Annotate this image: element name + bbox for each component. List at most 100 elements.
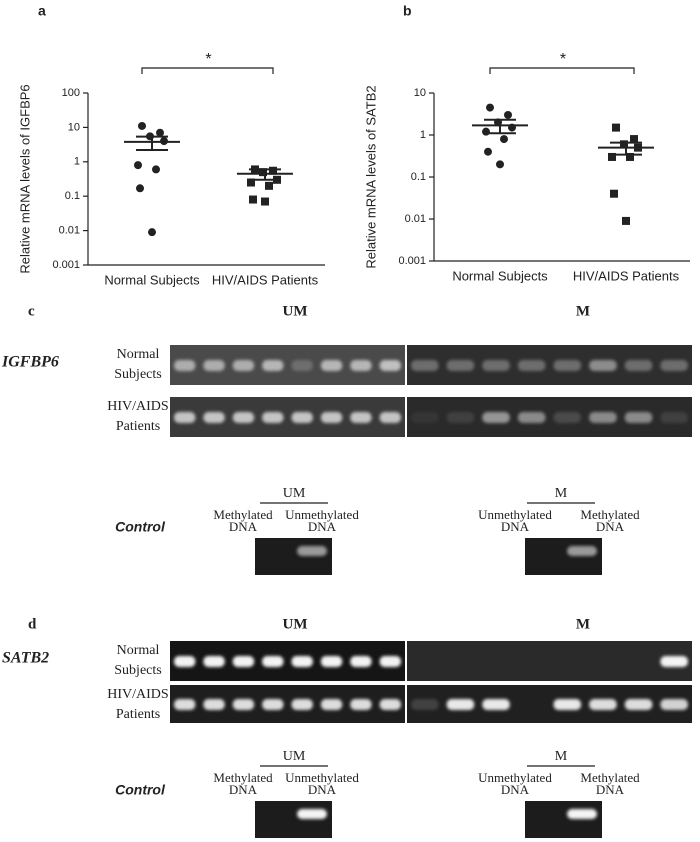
data-point — [265, 181, 273, 190]
gel-band — [291, 360, 313, 371]
gel-band — [291, 699, 313, 710]
gel-band — [350, 699, 372, 710]
gel-band — [624, 412, 653, 423]
y-tick-label: 100 — [62, 87, 80, 99]
gel-band — [232, 699, 255, 710]
lane-label: Unmethylated — [285, 507, 359, 522]
gel-band — [589, 360, 617, 371]
lane-label: DNA — [229, 782, 258, 797]
gel-band — [232, 360, 255, 371]
gel-band — [262, 656, 284, 667]
lane-label: Unmethylated — [478, 770, 552, 785]
data-point — [247, 178, 255, 187]
control-title: M — [555, 749, 568, 764]
gel-band — [624, 360, 653, 371]
gel-band — [174, 412, 196, 423]
gel-band — [232, 412, 255, 423]
gel-band — [379, 360, 401, 371]
gel-band — [589, 412, 617, 423]
data-point — [610, 189, 618, 198]
x-tick-label: HIV/AIDS Patients — [573, 268, 680, 283]
data-point — [612, 123, 620, 132]
data-point — [620, 140, 628, 149]
gel-band — [203, 699, 225, 710]
significance-mark: * — [560, 51, 566, 68]
gel-band — [320, 656, 343, 667]
gel-band — [411, 412, 439, 423]
gel-band — [567, 809, 597, 819]
gel-band — [262, 699, 284, 710]
gel-band — [203, 412, 225, 423]
gel-band — [660, 360, 688, 371]
gel-band — [411, 699, 439, 710]
row-label: HIV/AIDS — [107, 687, 168, 702]
gel-band — [660, 699, 688, 710]
gel-image — [525, 538, 602, 575]
row-label: Patients — [116, 419, 160, 434]
gel-band — [624, 699, 653, 710]
lane-label: DNA — [501, 782, 530, 797]
row-label: Normal — [117, 643, 160, 658]
column-label: UM — [283, 616, 308, 632]
x-tick-label: HIV/AIDS Patients — [212, 272, 319, 287]
data-point — [269, 166, 277, 175]
data-point — [622, 216, 630, 225]
gel-band — [291, 412, 313, 423]
gel-band — [446, 412, 475, 423]
control-title: UM — [283, 486, 306, 501]
gel-band — [553, 699, 582, 710]
y-tick-label: 10 — [414, 87, 426, 99]
gel-band — [203, 656, 225, 667]
x-tick-label: Normal Subjects — [104, 272, 200, 287]
data-point — [156, 128, 164, 137]
gel-band — [482, 412, 510, 423]
column-label: M — [576, 303, 590, 319]
lane-label: Methylated — [580, 507, 640, 522]
gel-band — [517, 360, 546, 371]
data-point — [504, 110, 512, 119]
lane-label: DNA — [501, 519, 530, 534]
gel-band — [553, 360, 582, 371]
panel-label: b — [403, 3, 412, 19]
lane-label: DNA — [596, 782, 625, 797]
data-point — [630, 135, 638, 144]
data-point — [138, 121, 146, 130]
data-point — [148, 228, 156, 237]
lane-label: Unmethylated — [478, 507, 552, 522]
gene-label: IGFBP6 — [1, 354, 59, 371]
gel-band — [297, 809, 327, 819]
gel-band — [320, 412, 343, 423]
gel-band — [589, 699, 617, 710]
gel-image — [525, 801, 602, 838]
y-axis-label: Relative mRNA levels of IGFBP6 — [17, 84, 32, 273]
gel-band — [660, 656, 688, 667]
data-point — [500, 135, 508, 144]
significance-bracket — [141, 67, 274, 74]
data-point — [136, 184, 144, 193]
data-point — [626, 152, 634, 161]
data-point — [486, 103, 494, 112]
column-label: UM — [283, 303, 308, 319]
gel-band — [660, 412, 688, 423]
lane-label: Methylated — [580, 770, 640, 785]
lane-label: Unmethylated — [285, 770, 359, 785]
gel-band — [350, 360, 372, 371]
significance-bracket — [489, 67, 635, 74]
lane-label: Methylated — [213, 507, 273, 522]
column-label: M — [576, 616, 590, 632]
row-label: Normal — [117, 347, 160, 362]
gene-label: SATB2 — [2, 650, 49, 667]
gel-band — [320, 360, 343, 371]
y-tick-label: 10 — [68, 121, 80, 133]
gel-band — [567, 546, 597, 556]
gel-band — [411, 360, 439, 371]
y-tick-label: 1 — [420, 129, 426, 141]
row-label: Patients — [116, 707, 160, 722]
y-axis-label: Relative mRNA levels of SATB2 — [363, 85, 378, 268]
lane-label: DNA — [308, 782, 337, 797]
gel-band — [174, 699, 196, 710]
y-tick-label: 0.001 — [52, 259, 80, 271]
lane-label: Methylated — [213, 770, 273, 785]
data-point — [484, 147, 492, 156]
